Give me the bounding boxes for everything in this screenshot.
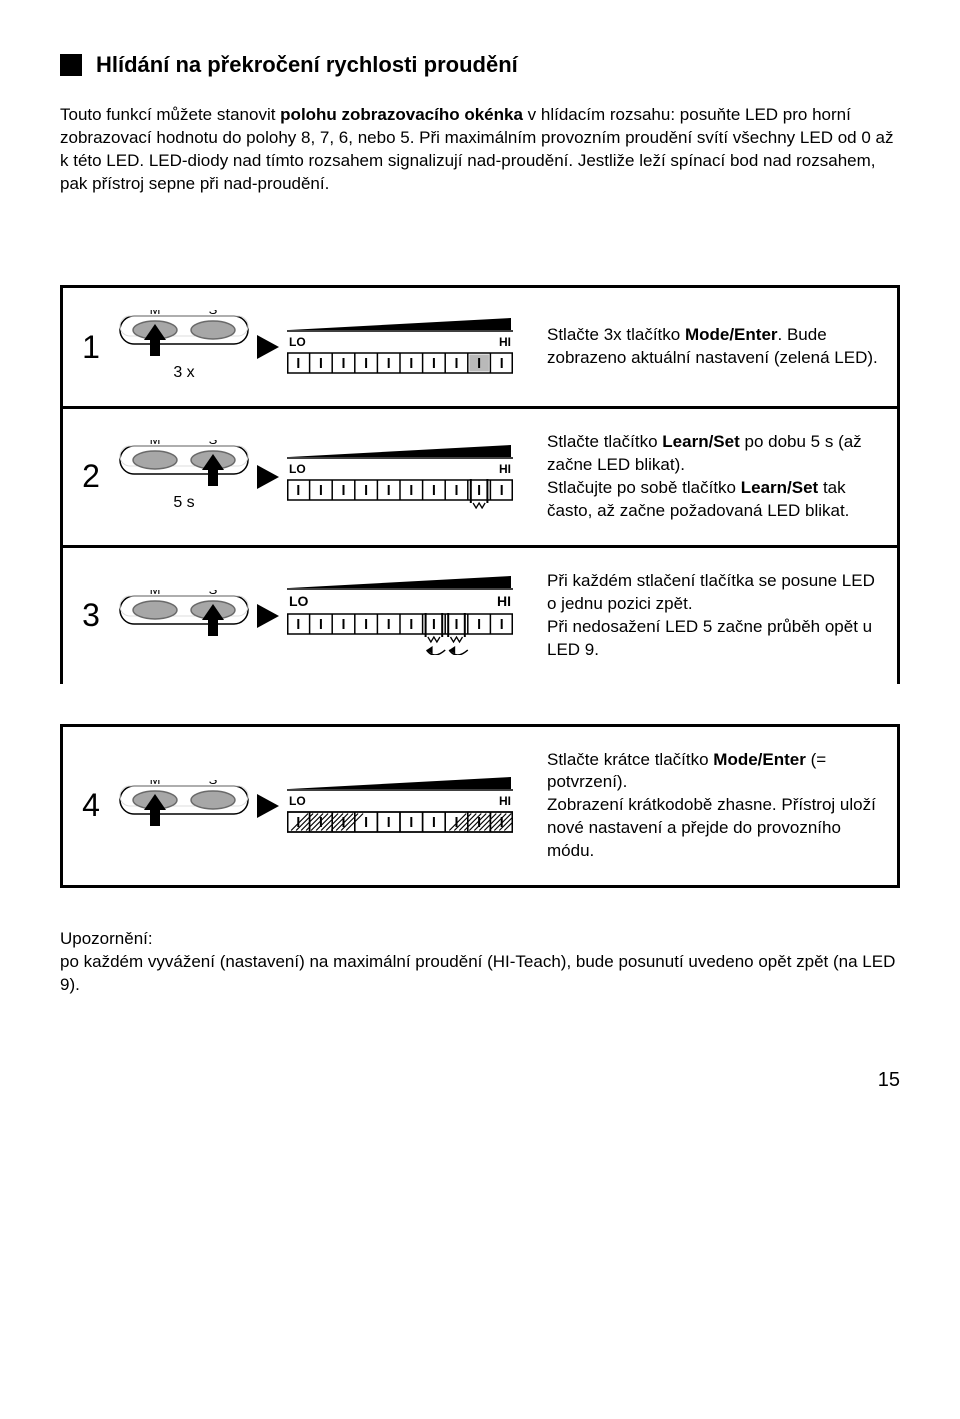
arrow-right-icon xyxy=(257,604,279,628)
button-sublabel: 3 x xyxy=(173,362,194,384)
lo-label: LO xyxy=(289,793,306,809)
steps-table-1: 1 M S 3 x LO HI Stlačte 3x tlačítko Mode/… xyxy=(60,285,900,683)
svg-text:S: S xyxy=(209,780,218,787)
step-description: Stlačte 3x tlačítko Mode/Enter. Bude zob… xyxy=(539,288,897,406)
step-number: 3 xyxy=(63,548,119,684)
note-paragraph: Upozornění:po každém vyvážení (nastavení… xyxy=(60,928,900,997)
svg-text:M: M xyxy=(150,780,161,787)
page-title: Hlídání na překročení rychlosti proudění xyxy=(96,50,518,80)
step-description: Stlačte krátce tlačítko Mode/Enter (= po… xyxy=(539,727,897,886)
hi-label: HI xyxy=(499,461,511,477)
step-number: 1 xyxy=(63,288,119,406)
step-diagram: M S LO HI xyxy=(119,727,539,886)
lo-label: LO xyxy=(289,334,306,350)
svg-text:M: M xyxy=(150,590,161,597)
step-diagram: M S 5 s LO HI xyxy=(119,409,539,545)
step-number: 2 xyxy=(63,409,119,545)
step-row: 2 M S 5 s LO HI Stlačte tlačítko Learn/Se… xyxy=(63,409,897,548)
svg-text:S: S xyxy=(209,590,218,597)
step-row: 3 M S LO HI Při každém stlačení tlačítka … xyxy=(63,548,897,684)
steps-table-2: 4 M S LO HI Stlačte krátce tlačítko Mode/… xyxy=(60,724,900,889)
intro-paragraph: Touto funkcí můžete stanovit polohu zobr… xyxy=(60,104,900,196)
lo-label: LO xyxy=(289,592,308,611)
step-row: 4 M S LO HI Stlačte krátce tlačítko Mode/… xyxy=(63,727,897,886)
step-description: Při každém stlačení tlačítka se posune L… xyxy=(539,548,897,684)
button-sublabel: 5 s xyxy=(173,492,194,514)
hi-label: HI xyxy=(497,592,511,611)
svg-text:S: S xyxy=(209,310,218,317)
lo-label: LO xyxy=(289,461,306,477)
step-row: 1 M S 3 x LO HI Stlačte 3x tlačítko Mode/… xyxy=(63,288,897,409)
hi-label: HI xyxy=(499,334,511,350)
step-diagram: M S LO HI xyxy=(119,548,539,684)
svg-text:M: M xyxy=(150,310,161,317)
svg-text:M: M xyxy=(150,440,161,447)
step-diagram: M S 3 x LO HI xyxy=(119,288,539,406)
svg-text:S: S xyxy=(209,440,218,447)
step-description: Stlačte tlačítko Learn/Set po dobu 5 s (… xyxy=(539,409,897,545)
arrow-right-icon xyxy=(257,465,279,489)
arrow-right-icon xyxy=(257,794,279,818)
title-square-icon xyxy=(60,54,82,76)
arrow-right-icon xyxy=(257,335,279,359)
hi-label: HI xyxy=(499,793,511,809)
step-number: 4 xyxy=(63,727,119,886)
page-number: 15 xyxy=(60,1067,900,1094)
